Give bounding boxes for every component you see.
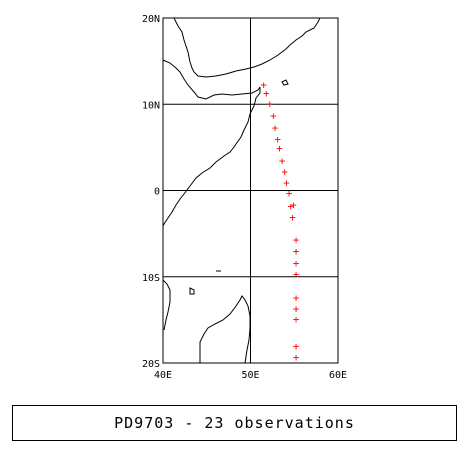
observation-marker: + — [274, 133, 281, 146]
y-tick-labels: 20N 10N 0 10S 20S — [142, 14, 160, 370]
observation-marker: + — [293, 245, 300, 258]
somalia-horn-coast — [162, 87, 261, 227]
observation-marker: + — [293, 351, 300, 364]
observation-marker: + — [293, 340, 300, 353]
y-tick-label: 10S — [142, 273, 160, 284]
arabian-peninsula-coast — [173, 17, 321, 78]
observation-marker: + — [281, 166, 288, 179]
observation-marker: + — [293, 291, 300, 304]
observation-marker: + — [266, 97, 273, 110]
observation-marker: + — [279, 154, 286, 167]
caption-box: PD9703 - 23 observations — [12, 405, 457, 441]
y-tick-label: 20S — [142, 359, 160, 370]
observation-markers: +++++++++++++++++++++++ — [260, 78, 299, 364]
coastlines — [162, 17, 321, 364]
observation-marker: + — [283, 177, 290, 190]
observation-marker: + — [293, 234, 300, 247]
observation-marker: + — [260, 78, 267, 91]
observation-marker: + — [287, 200, 294, 213]
observation-marker: + — [276, 142, 283, 155]
observation-marker: + — [290, 198, 297, 211]
observation-marker: + — [263, 87, 270, 100]
y-tick-label: 0 — [154, 187, 160, 198]
grid-lines — [163, 18, 338, 363]
x-tick-labels: 40E 50E 60E — [154, 370, 347, 381]
observation-marker: + — [272, 122, 279, 135]
africa-gulf-coast — [162, 59, 261, 100]
comoros-island — [189, 287, 195, 295]
observation-marker: + — [293, 313, 300, 326]
observation-marker: + — [293, 268, 300, 281]
observation-marker: + — [289, 211, 296, 224]
observation-marker: + — [293, 303, 300, 316]
small-island-east — [281, 79, 289, 86]
y-tick-label: 10N — [142, 100, 160, 111]
mozambique-coast — [162, 279, 171, 331]
caption-text: PD9703 - 23 observations — [114, 414, 355, 432]
observation-marker: + — [293, 257, 300, 270]
x-tick-label: 60E — [329, 370, 347, 381]
observation-marker: + — [270, 109, 277, 122]
x-tick-label: 50E — [241, 370, 259, 381]
observation-marker: + — [286, 187, 293, 200]
y-tick-label: 20N — [142, 14, 160, 25]
madagascar-coast — [199, 295, 251, 364]
x-tick-label: 40E — [154, 370, 172, 381]
